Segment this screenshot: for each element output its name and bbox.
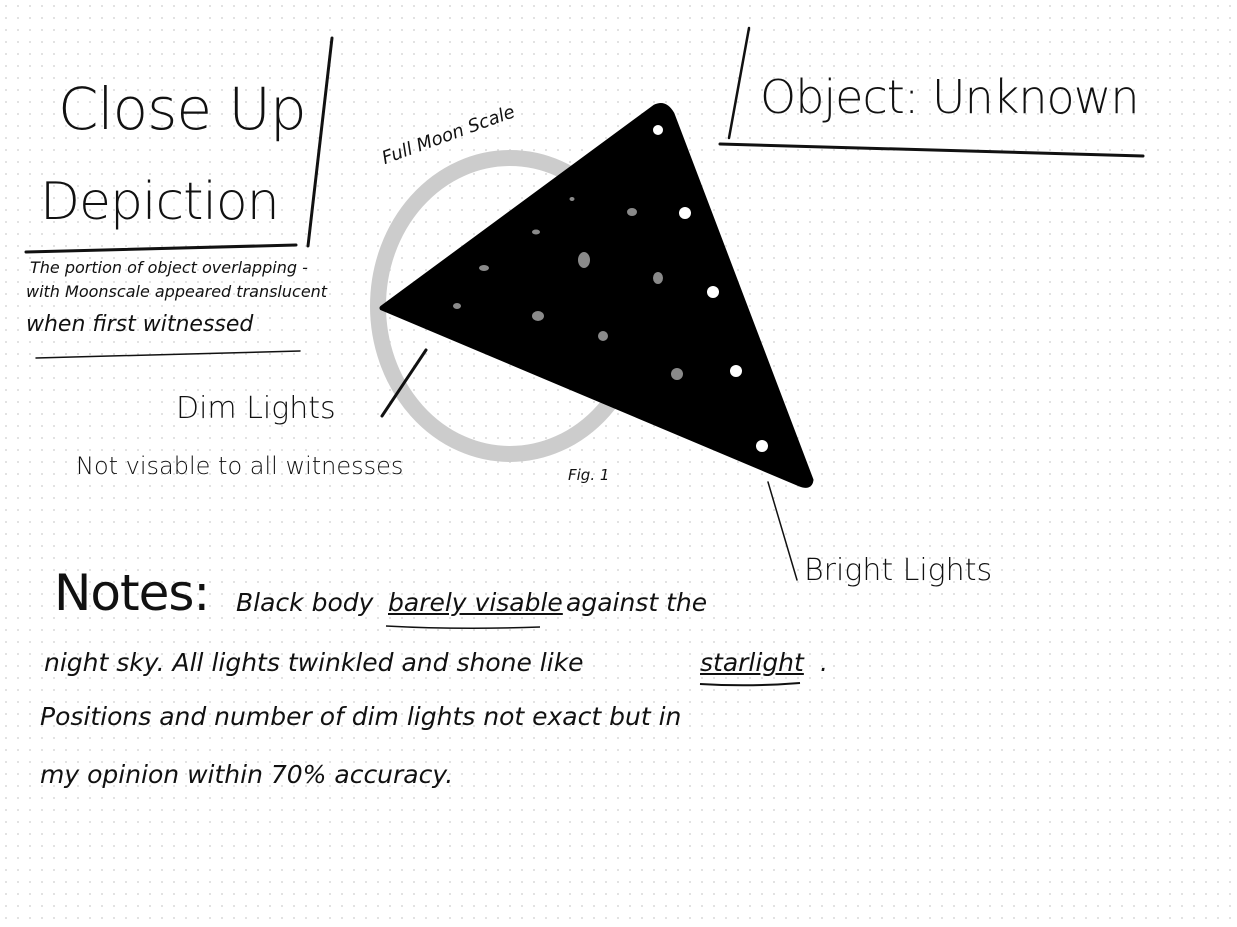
notes-line1-end: against the [566,588,708,617]
bright-light [707,286,719,298]
bright-light [679,207,691,219]
barely-visable-underline [385,625,541,630]
dim-light [532,229,540,235]
notes-heading: Notes: [54,564,210,622]
notes-line2-start: night sky. All lights twinkled and shone… [44,648,584,677]
notes-line3: Positions and number of dim lights not e… [40,702,682,731]
not-visible-label: Not visable to all witnesses [76,452,404,480]
title-divider-vertical [306,36,334,248]
overlap-note-line2: with Moonscale appeared translucent [26,282,328,301]
dim-light [479,265,489,271]
figure-label: Fig. 1 [568,466,610,484]
notes-line4: my opinion within 70% accuracy. [40,760,454,789]
notes-line1-start: Black body [236,588,374,617]
bright-light [653,125,663,135]
dim-light [578,252,590,268]
object-title: Object: Unknown [760,70,1139,124]
triangle-object [379,103,814,488]
bright-light [730,365,742,377]
dim-light [532,311,544,321]
dim-light [627,208,637,216]
notes-line2-underlined: starlight [700,648,804,677]
page-title-line2: Depiction [40,172,280,232]
notes-line1-underlined: barely visable [388,588,563,617]
dim-light [671,368,683,380]
dim-light [653,272,663,284]
dim-lights-pointer [380,348,428,418]
dim-light [453,303,461,309]
overlap-note-line1: The portion of object overlapping - [30,258,308,277]
overlap-note-underline [35,350,301,359]
object-title-divider-vertical [727,26,751,140]
dim-light [598,331,608,341]
notes-line2-end: . [820,648,828,677]
dim-light [569,197,575,201]
bright-lights-label: Bright Lights [804,553,993,588]
page-title-line1: Close Up [58,75,307,143]
dim-lights-label: Dim Lights [176,391,336,426]
title-divider-horizontal [24,243,298,254]
starlight-underline [699,682,801,687]
object-title-underline [718,142,1145,158]
overlap-note-line3: when first witnessed [26,312,254,337]
bright-light [756,440,768,452]
bright-lights-pointer [767,481,798,581]
